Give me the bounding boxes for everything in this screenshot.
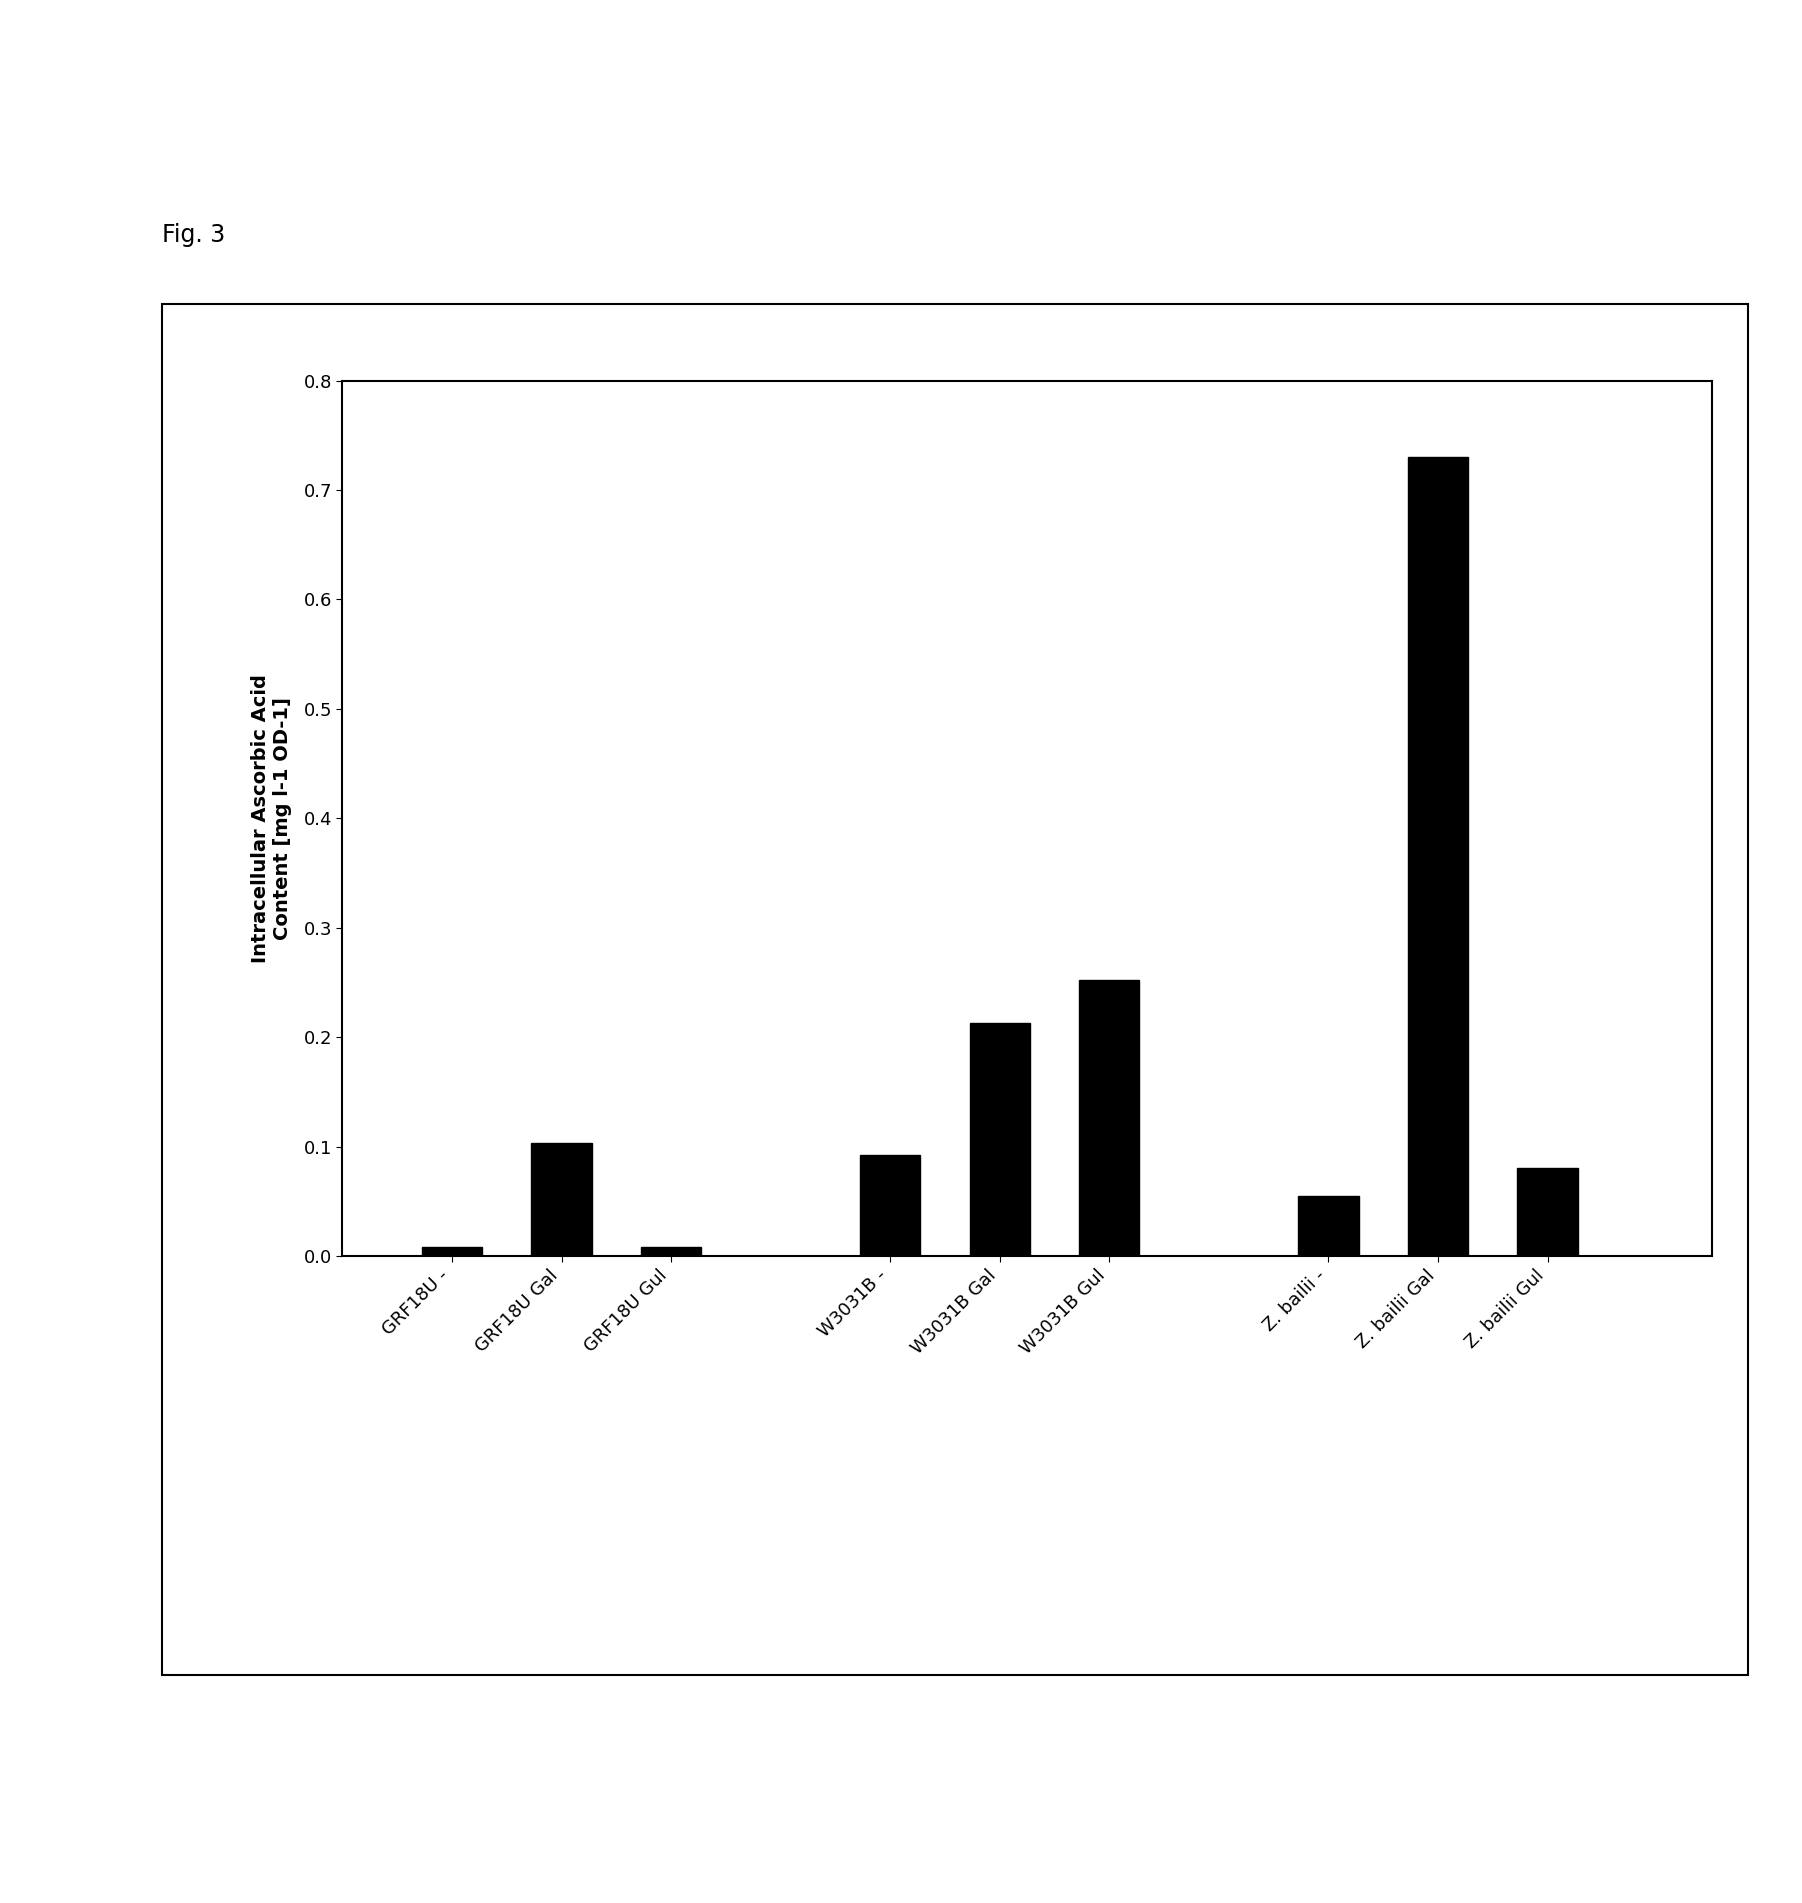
Bar: [1517, 1168, 1579, 1256]
Bar: [860, 1155, 921, 1256]
Bar: [1079, 980, 1139, 1256]
Bar: [969, 1024, 1031, 1256]
Bar: [532, 1144, 591, 1256]
Bar: [642, 1246, 701, 1256]
Bar: [1297, 1195, 1359, 1256]
Bar: [1407, 457, 1469, 1256]
Y-axis label: Intracellular Ascorbic Acid
Content [mg l-1 OD-1]: Intracellular Ascorbic Acid Content [mg …: [250, 674, 292, 963]
Text: Fig. 3: Fig. 3: [162, 223, 225, 247]
Bar: [422, 1246, 483, 1256]
